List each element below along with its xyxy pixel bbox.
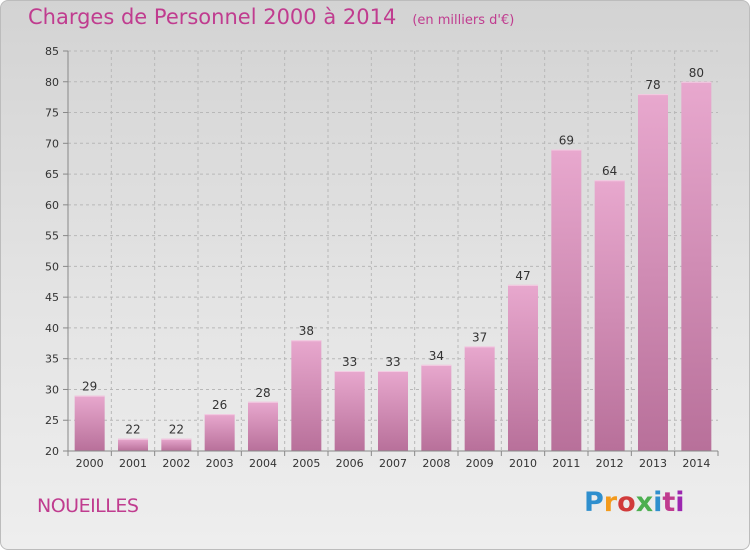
y-tick-label: 20	[45, 445, 59, 458]
x-tick-label: 2000	[76, 457, 104, 470]
bar	[74, 395, 105, 451]
bar	[594, 180, 625, 451]
logo-letter: x	[635, 487, 654, 518]
data-label: 64	[602, 164, 617, 178]
bar	[508, 284, 538, 451]
data-label: 47	[515, 269, 530, 283]
bar	[464, 346, 495, 451]
y-tick-label: 85	[45, 45, 59, 58]
x-tick-label: 2012	[596, 457, 624, 470]
y-tick-label: 80	[45, 76, 59, 89]
bar	[118, 438, 148, 451]
data-label: 78	[645, 78, 660, 92]
chart-title: Charges de Personnel 2000 à 2014 (en mill…	[28, 5, 514, 29]
y-tick-label: 45	[45, 291, 59, 304]
axes	[63, 50, 719, 456]
y-tick-label: 35	[45, 353, 59, 366]
proxiti-logo[interactable]: Proxiti	[584, 487, 685, 518]
data-label: 33	[342, 355, 357, 369]
data-label: 37	[472, 330, 487, 344]
data-label: 29	[82, 380, 97, 394]
chart-subtitle: (en milliers d'€)	[412, 13, 515, 28]
chart-title-main: Charges de Personnel 2000 à 2014	[28, 5, 397, 29]
data-label: 38	[299, 324, 314, 338]
x-tick-label: 2001	[119, 457, 147, 470]
bar	[421, 364, 452, 451]
x-tick-label: 2013	[639, 457, 667, 470]
y-tick-label: 70	[45, 137, 59, 150]
labels: 20 25 30 35 40 45 50 55 60 65 70 75 80 85 29 2000 22 2001…	[45, 45, 710, 470]
x-tick-label: 2009	[466, 457, 494, 470]
data-label: 34	[429, 349, 444, 363]
y-tick-label: 30	[45, 383, 59, 396]
bar	[551, 149, 582, 451]
x-tick-label: 2003	[206, 457, 234, 470]
y-tick-label: 50	[45, 260, 59, 273]
logo-letter: P	[584, 487, 604, 518]
data-label: 22	[169, 423, 184, 437]
x-tick-label: 2007	[379, 457, 407, 470]
bar	[161, 438, 192, 451]
data-label: 80	[689, 66, 704, 80]
bar	[334, 371, 365, 451]
data-label: 22	[125, 423, 140, 437]
x-tick-label: 2010	[509, 457, 537, 470]
data-label: 28	[255, 386, 270, 400]
bar	[681, 81, 712, 452]
y-tick-label: 25	[45, 414, 59, 427]
bar	[638, 94, 668, 452]
data-label: 26	[212, 398, 227, 412]
x-tick-label: 2002	[162, 457, 190, 470]
y-tick-label: 65	[45, 168, 59, 181]
y-tick-label: 60	[45, 199, 59, 212]
data-label: 69	[559, 133, 574, 147]
data-label: 33	[385, 355, 400, 369]
bars	[74, 81, 712, 452]
bar	[248, 401, 278, 451]
logo-letter: r	[603, 487, 618, 518]
x-tick-label: 2006	[336, 457, 364, 470]
y-tick-label: 75	[45, 107, 59, 120]
logo-letter: i	[675, 487, 685, 518]
bar	[204, 414, 235, 451]
bar	[378, 371, 408, 451]
x-tick-label: 2005	[292, 457, 320, 470]
y-tick-label: 40	[45, 322, 59, 335]
logo-letter: i	[653, 487, 663, 518]
logo-letter: t	[662, 487, 676, 518]
x-tick-label: 2014	[682, 457, 710, 470]
x-tick-label: 2011	[552, 457, 580, 470]
x-tick-label: 2008	[422, 457, 450, 470]
y-tick-label: 55	[45, 230, 59, 243]
x-tick-label: 2004	[249, 457, 277, 470]
bar	[291, 340, 322, 451]
commune-name: NOUEILLES	[37, 495, 139, 517]
logo-letter: o	[617, 487, 636, 518]
